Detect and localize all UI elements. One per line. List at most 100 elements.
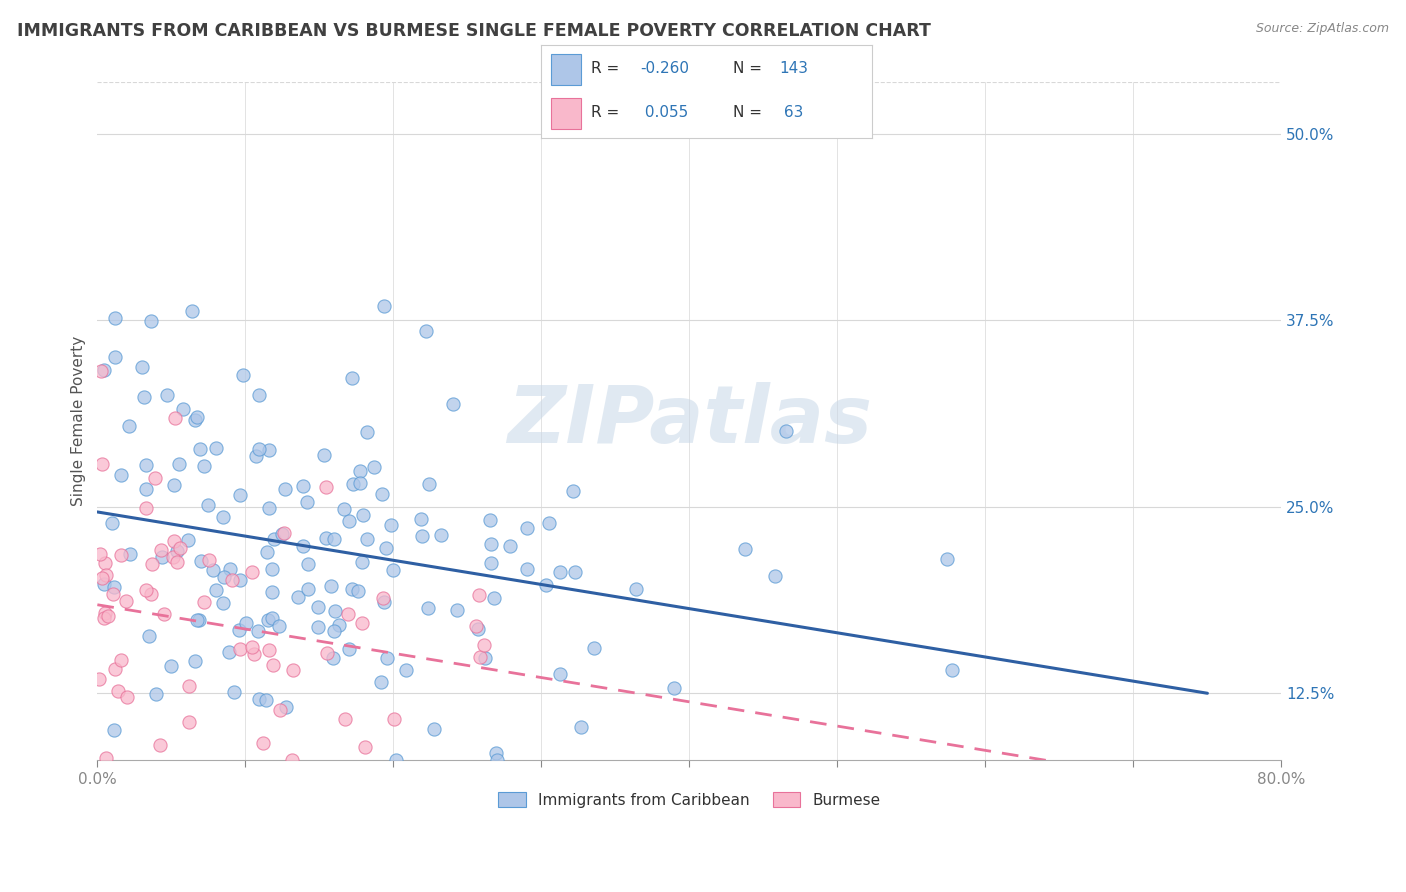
Point [470,811,492,825]
Point [516,562,538,576]
Point [380,517,402,532]
Point [292,539,315,553]
Point [763,569,786,583]
Point [246,624,269,639]
Point [262,585,284,599]
Point [274,699,297,714]
Point [256,545,278,559]
Point [315,531,337,545]
Point [190,554,212,568]
Point [775,424,797,438]
Point [167,457,190,471]
Point [163,533,186,548]
Point [356,532,378,546]
Point [240,640,263,655]
Point [333,501,356,516]
Point [281,663,304,677]
Point [474,650,496,665]
Point [363,459,385,474]
Point [104,311,127,326]
Point [373,595,395,609]
Point [312,448,335,462]
Point [269,619,291,633]
Point [162,550,184,565]
Bar [551,98,581,129]
Point [91,457,114,471]
Point [257,442,280,457]
Point [548,666,571,681]
Point [352,616,374,631]
Point [247,692,270,706]
Point [91,572,114,586]
Point [254,692,277,706]
Point [257,501,280,516]
Point [97,772,120,786]
Point [423,723,446,737]
Legend: Immigrants from Caribbean, Burmese: Immigrants from Caribbean, Burmese [492,786,887,814]
Point [257,643,280,657]
Point [166,555,188,569]
Point [337,514,360,528]
Point [118,547,141,561]
Point [323,533,346,547]
Point [94,568,117,582]
Point [228,642,250,657]
Point [464,619,486,633]
Point [235,615,257,630]
Point [114,771,136,785]
Point [342,582,364,596]
Point [107,684,129,698]
Point [218,562,240,576]
Point [205,583,228,598]
Point [418,477,440,491]
Point [323,604,346,618]
Point [548,565,571,579]
Point [118,419,141,434]
Point [562,483,585,498]
Point [252,736,274,750]
Point [273,526,295,541]
Point [375,650,398,665]
Point [269,703,291,717]
Text: R =: R = [591,105,619,120]
Point [149,543,172,558]
Point [211,510,233,524]
Point [89,548,111,562]
Point [534,578,557,592]
Point [441,397,464,411]
Point [537,516,560,530]
Point [322,650,344,665]
Point [262,611,284,625]
Point [139,314,162,328]
Point [94,751,117,765]
Point [138,628,160,642]
Point [141,558,163,572]
Point [349,464,371,478]
Point [131,359,153,374]
Point [240,565,263,579]
Text: -0.260: -0.260 [641,62,689,77]
Point [143,471,166,485]
Point [315,480,337,494]
Point [430,528,453,542]
Point [135,582,157,597]
Point [342,476,364,491]
Point [247,442,270,456]
Point [467,623,489,637]
Point [328,618,350,632]
Point [271,526,294,541]
Point [468,650,491,665]
Point [93,363,115,377]
Point [93,556,115,570]
Point [135,482,157,496]
Point [349,475,371,490]
Point [105,766,128,780]
Point [211,596,233,610]
Text: IMMIGRANTS FROM CARIBBEAN VS BURMESE SINGLE FEMALE POVERTY CORRELATION CHART: IMMIGRANTS FROM CARIBBEAN VS BURMESE SIN… [17,22,931,40]
Point [229,573,252,587]
Point [163,477,186,491]
Text: N =: N = [733,62,762,77]
Point [287,590,309,604]
Point [221,573,243,587]
Point [564,565,586,579]
